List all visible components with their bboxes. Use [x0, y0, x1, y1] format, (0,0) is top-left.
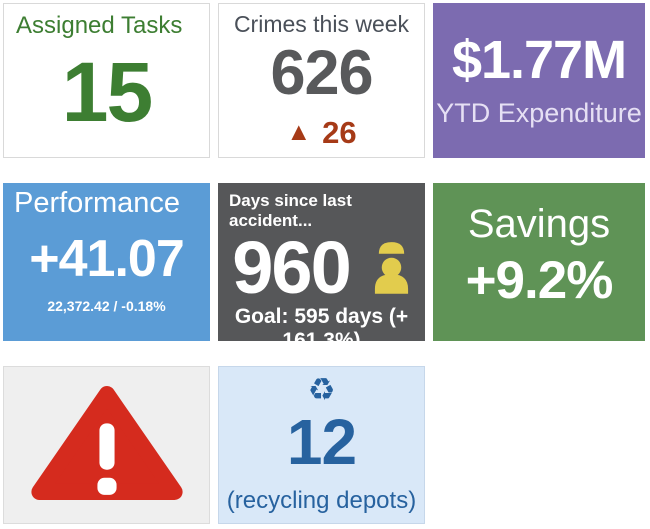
assigned-tasks-title: Assigned Tasks	[16, 12, 183, 39]
ytd-expenditure-value: $1.77M	[451, 29, 627, 90]
performance-center: +41.07 22,372.42 / -0.18%	[3, 220, 210, 341]
warning-card	[3, 366, 210, 524]
savings-card: Savings +9.2%	[433, 183, 645, 341]
crimes-card: Crimes this week 626 ▲ 26	[218, 3, 425, 158]
recycling-value: 12	[286, 406, 357, 478]
savings-title: Savings	[467, 201, 611, 246]
recycle-icon: ♻	[307, 372, 336, 407]
days-since-accident-card: Days since last accident... 960 Goal: 59…	[218, 183, 425, 341]
recycling-label: (recycling depots)	[226, 487, 417, 514]
up-triangle-icon: ▲	[286, 118, 312, 146]
performance-detail: 22,372.42 / -0.18%	[47, 298, 166, 314]
ytd-expenditure-card: $1.77M YTD Expenditure	[433, 3, 645, 158]
warning-triangle-icon	[26, 380, 188, 511]
worker-icon	[372, 237, 411, 299]
crimes-title: Crimes this week	[233, 11, 410, 37]
savings-value: +9.2%	[465, 250, 614, 310]
recycling-card: ♻ 12 (recycling depots)	[218, 366, 425, 524]
assigned-tasks-card: Assigned Tasks 15	[3, 3, 210, 158]
days-since-accident-value: 960	[232, 226, 351, 309]
crimes-delta: ▲ 26	[219, 117, 424, 148]
ytd-expenditure-label: YTD Expenditure	[436, 97, 642, 128]
assigned-tasks-value: 15	[61, 45, 153, 139]
days-since-accident-title: Days since last accident...	[229, 191, 352, 230]
performance-title: Performance	[14, 187, 181, 219]
performance-card: Performance +41.07 22,372.42 / -0.18%	[3, 183, 210, 341]
performance-value: +41.07	[29, 230, 184, 288]
crimes-delta-value: 26	[322, 115, 357, 150]
days-since-accident-goal: Goal: 595 days (+ 161.3%)	[234, 305, 409, 341]
crimes-value: 626	[270, 38, 373, 108]
days-since-accident-middle: 960	[229, 231, 414, 305]
